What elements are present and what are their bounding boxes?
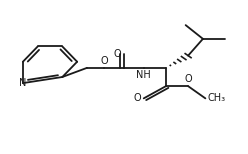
Text: N: N: [19, 78, 27, 88]
Text: NH: NH: [136, 70, 151, 80]
Text: CH₃: CH₃: [208, 93, 226, 103]
Text: O: O: [114, 49, 122, 59]
Text: O: O: [184, 74, 192, 84]
Text: O: O: [100, 56, 108, 66]
Text: O: O: [134, 93, 141, 103]
